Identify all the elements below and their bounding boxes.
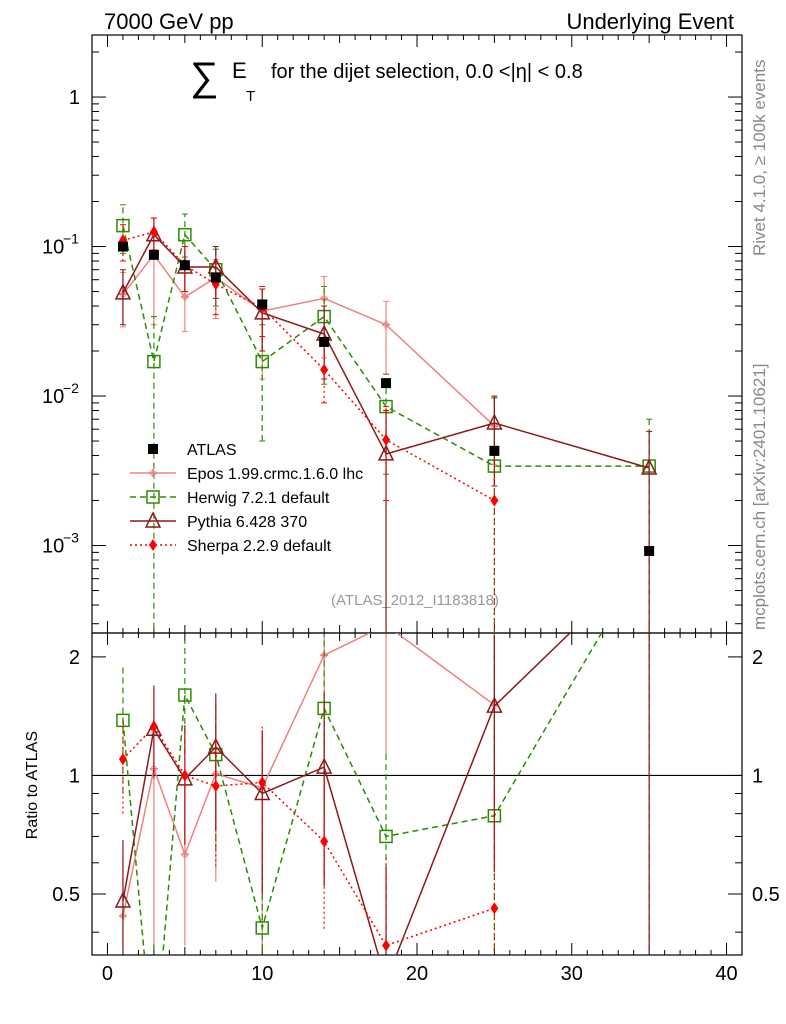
y-tick-exponent: −3 bbox=[63, 530, 79, 546]
series-3-ratio-point bbox=[382, 939, 391, 952]
series-2-ratio-point bbox=[315, 757, 333, 774]
title-et-subscript: T bbox=[246, 88, 255, 105]
y-tick-label: 10 bbox=[42, 237, 64, 259]
atlas-data-point bbox=[381, 378, 392, 389]
x-tick-label: 10 bbox=[251, 963, 273, 985]
y-tick-exponent: −1 bbox=[63, 231, 79, 247]
series-3-point bbox=[320, 363, 329, 376]
series-3-ratio-point bbox=[490, 902, 499, 915]
series-0-point bbox=[181, 293, 188, 300]
x-tick-label: 20 bbox=[406, 963, 428, 985]
x-tick-label: 30 bbox=[561, 963, 583, 985]
series-3-ratio-point bbox=[320, 835, 329, 848]
series-1-ratio-point bbox=[116, 713, 130, 728]
x-tick-label: 0 bbox=[102, 963, 113, 985]
series-1-ratio-point bbox=[379, 829, 393, 844]
series-3-ratio-point bbox=[258, 776, 267, 789]
legend-marker bbox=[146, 490, 160, 504]
ratio-y-tick-label: 0.5 bbox=[52, 884, 80, 906]
atlas-data-point bbox=[257, 299, 268, 310]
series-3-line bbox=[122, 231, 495, 502]
series-3-point bbox=[149, 226, 158, 239]
atlas-data-point bbox=[210, 272, 221, 283]
series-0-point bbox=[383, 321, 390, 328]
atlas-data-point bbox=[179, 260, 190, 271]
series-2-ratio-point bbox=[114, 891, 132, 908]
y-tick-label: 1 bbox=[69, 87, 80, 109]
series-2-ratio-point bbox=[176, 769, 194, 786]
atlas-data-point bbox=[489, 445, 500, 456]
header-left-label: 7000 GeV pp bbox=[104, 9, 234, 34]
ratio-y-axis-label: Ratio to ATLAS bbox=[24, 731, 41, 839]
header-right-label: Underlying Event bbox=[566, 9, 734, 34]
legend-label: Herwig 7.2.1 default bbox=[187, 490, 330, 507]
series-3-point bbox=[490, 494, 499, 507]
ratio-y-tick-label-right: 1 bbox=[752, 765, 763, 787]
ratio-panel-plot bbox=[114, 633, 650, 987]
atlas-data-point bbox=[319, 336, 330, 347]
series-3-ratio-point bbox=[211, 780, 220, 793]
series-2-ratio-point bbox=[379, 973, 393, 987]
ratio-y-tick-label-right: 0.5 bbox=[752, 884, 780, 906]
legend-label-atlas: ATLAS bbox=[187, 442, 237, 459]
series-0-line bbox=[122, 253, 495, 427]
series-3-point bbox=[382, 433, 391, 446]
legend-label: Epos 1.99.crmc.1.6.0 lhc bbox=[187, 466, 363, 483]
ratio-panel-frame bbox=[91, 632, 743, 956]
legend: ATLAS Epos 1.99.crmc.1.6.0 lhc Herwig 7.2.… bbox=[130, 442, 363, 555]
legend-label: Pythia 6.428 370 bbox=[187, 514, 307, 531]
atlas-data-point bbox=[644, 545, 655, 556]
atlas-data-point bbox=[148, 249, 159, 260]
ratio-y-tick-label: 1 bbox=[69, 765, 80, 787]
top-panel-plot bbox=[114, 204, 658, 633]
ratio-y-tick-label-right: 2 bbox=[752, 647, 763, 669]
series-1-ratio-point bbox=[255, 921, 269, 935]
series-1-point bbox=[147, 354, 161, 369]
series-3-ratio-point bbox=[118, 753, 127, 766]
series-1-point bbox=[178, 227, 192, 242]
legend-marker bbox=[144, 511, 162, 528]
series-3-ratio-point bbox=[149, 720, 158, 733]
series-3-ratio-point bbox=[180, 769, 189, 782]
analysis-label: (ATLAS_2012_I1183818) bbox=[331, 592, 499, 609]
title-text: for the dijet selection, 0.0 <|η| < 0.8 bbox=[271, 61, 583, 83]
series-2-point bbox=[486, 413, 503, 430]
series-2-point bbox=[145, 225, 163, 242]
legend-label: Sherpa 2.2.9 default bbox=[187, 538, 332, 555]
series-2-ratio-point bbox=[486, 696, 503, 713]
ratio-y-tick-label: 2 bbox=[69, 647, 80, 669]
y-tick-label: 10 bbox=[42, 386, 64, 408]
series-2-point bbox=[640, 458, 658, 475]
atlas-data-point bbox=[117, 241, 128, 252]
series-2-ratio-point bbox=[145, 719, 163, 737]
series-1-line bbox=[122, 225, 650, 467]
series-1-point bbox=[116, 218, 130, 233]
series-1-point bbox=[255, 354, 269, 369]
title-et-label: E bbox=[232, 58, 247, 83]
y-tick-exponent: −2 bbox=[63, 380, 79, 396]
legend-marker bbox=[150, 470, 156, 476]
x-tick-label: 40 bbox=[715, 963, 737, 985]
y-tick-label: 10 bbox=[42, 536, 64, 558]
series-2-point bbox=[114, 283, 132, 300]
series-2-ratio-point bbox=[254, 783, 271, 801]
series-1-ratio-point bbox=[178, 688, 192, 702]
series-2-ratio-point bbox=[207, 737, 225, 754]
series-0-ratio-line bbox=[122, 633, 495, 917]
legend-marker bbox=[149, 539, 157, 551]
title-sum-symbol: ∑ bbox=[190, 55, 219, 99]
series-0-ratio-point bbox=[181, 851, 188, 858]
legend-marker-atlas bbox=[148, 444, 158, 454]
